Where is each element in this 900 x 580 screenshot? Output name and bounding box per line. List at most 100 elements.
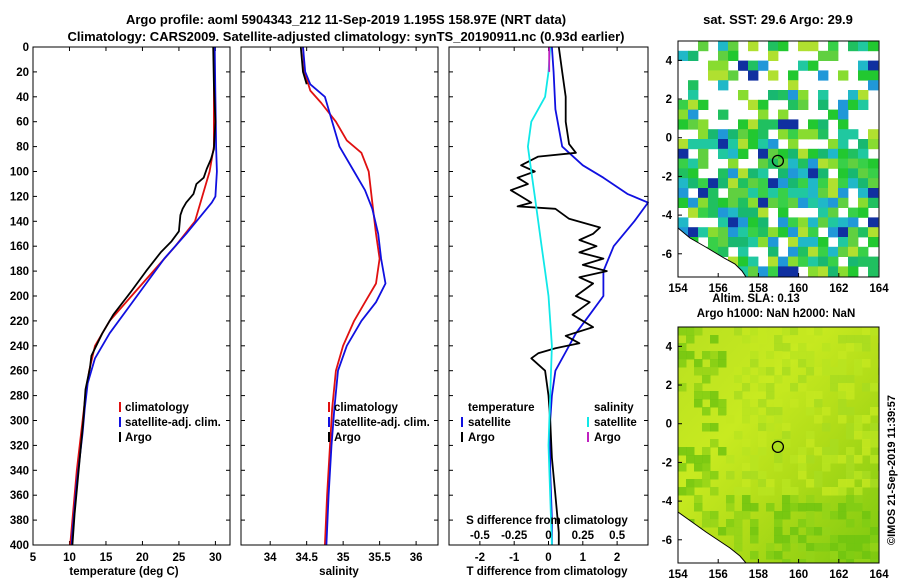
sst-pixel	[678, 217, 689, 228]
series-line-t-argo	[509, 46, 608, 545]
sst-pixel	[708, 139, 719, 150]
sst-pixel	[838, 139, 849, 150]
sst-pixel	[808, 227, 819, 238]
sst-pixel	[688, 158, 699, 169]
sst-pixel	[848, 207, 859, 218]
y-tick-label: 160	[10, 241, 29, 253]
sst-pixel	[728, 207, 739, 218]
sla-pixel	[774, 439, 783, 448]
sst-pixel	[858, 256, 869, 267]
legend-label-argo: Argo	[125, 432, 152, 444]
sla-pixel	[782, 343, 791, 352]
sst-pixel	[818, 178, 829, 189]
sla-pixel	[806, 559, 815, 563]
sst-pixel	[868, 266, 879, 277]
sst-pixel	[748, 99, 759, 110]
x-tick-label: 156	[709, 283, 728, 295]
sla-pixel	[742, 479, 751, 488]
sla-pixel	[790, 495, 799, 504]
sla-pixel	[838, 399, 847, 408]
sla-pixel	[830, 455, 839, 464]
sla-pixel	[694, 399, 703, 408]
sla-pixel	[774, 463, 783, 472]
sst-pixel	[818, 158, 829, 169]
sla-pixel	[822, 463, 831, 472]
sla-pixel	[766, 487, 775, 496]
sla-pixel	[742, 415, 751, 424]
sst-pixel	[828, 139, 839, 150]
sst-pixel	[838, 197, 849, 208]
sla-pixel	[734, 327, 743, 336]
sst-pixel	[868, 188, 879, 199]
sla-pixel	[854, 335, 863, 344]
sst-pixel	[688, 178, 699, 189]
sst-pixel	[758, 129, 769, 140]
sla-pixel	[862, 439, 871, 448]
sla-pixel	[830, 367, 839, 376]
sla-pixel	[726, 503, 735, 512]
sla-pixel	[710, 359, 719, 368]
sla-pixel	[774, 399, 783, 408]
sst-pixel	[678, 168, 689, 179]
sla-pixel	[806, 407, 815, 416]
sst-pixel	[788, 227, 799, 238]
sla-pixel	[822, 407, 831, 416]
legend-label-climatology: climatology	[334, 402, 399, 414]
sla-pixel	[702, 391, 711, 400]
sla-pixel	[718, 447, 727, 456]
sla-pixel	[798, 535, 807, 544]
sla-pixel	[742, 439, 751, 448]
sst-pixel	[838, 227, 849, 238]
sst-pixel	[778, 188, 789, 199]
sst-pixel	[698, 99, 709, 110]
sst-pixel	[848, 90, 859, 101]
sst-pixel	[868, 60, 879, 71]
sst-pixel	[738, 197, 749, 208]
sst-pixel	[758, 119, 769, 130]
sla-pixel	[702, 375, 711, 384]
sla-pixel	[870, 327, 879, 336]
sla-pixel	[758, 415, 767, 424]
sla-pixel	[814, 399, 823, 408]
sst-pixel	[778, 90, 789, 101]
x-tick-label: 154	[668, 283, 688, 295]
sla-pixel	[838, 391, 847, 400]
sla-pixel	[750, 383, 759, 392]
sst-pixel	[858, 139, 869, 150]
sst-pixel	[758, 139, 769, 150]
sst-pixel	[718, 197, 729, 208]
sst-pixel	[758, 237, 769, 248]
sst-pixel	[758, 227, 769, 238]
sla-pixel	[702, 479, 711, 488]
sla-pixel	[838, 359, 847, 368]
sst-pixel	[718, 80, 729, 91]
sla-pixel	[846, 543, 855, 552]
sst-pixel	[858, 99, 869, 110]
sla-pixel	[806, 351, 815, 360]
sst-pixel	[798, 188, 809, 199]
sst-pixel	[758, 266, 769, 277]
sst-pixel	[778, 266, 789, 277]
sla-pixel	[806, 367, 815, 376]
sst-pixel	[748, 41, 759, 52]
sst-pixel	[708, 60, 719, 71]
sla-pixel	[694, 383, 703, 392]
sst-pixel	[818, 237, 829, 248]
sst-pixel	[848, 41, 859, 52]
sla-pixel	[710, 439, 719, 448]
legend-label-climatology: climatology	[125, 402, 190, 414]
sst-pixel	[788, 168, 799, 179]
sla-pixel	[806, 439, 815, 448]
sla-pixel	[870, 383, 879, 392]
sla-pixel	[798, 351, 807, 360]
sla-pixel	[846, 455, 855, 464]
sst-pixel	[738, 256, 749, 267]
legend-label-t-satellite: satellite	[468, 417, 511, 429]
sla-pixel	[734, 535, 743, 544]
sst-pixel	[868, 217, 879, 228]
sla-pixel	[750, 399, 759, 408]
sst-pixel	[798, 99, 809, 110]
sst-pixel	[808, 246, 819, 257]
sst-pixel	[788, 99, 799, 110]
sla-pixel	[702, 463, 711, 472]
